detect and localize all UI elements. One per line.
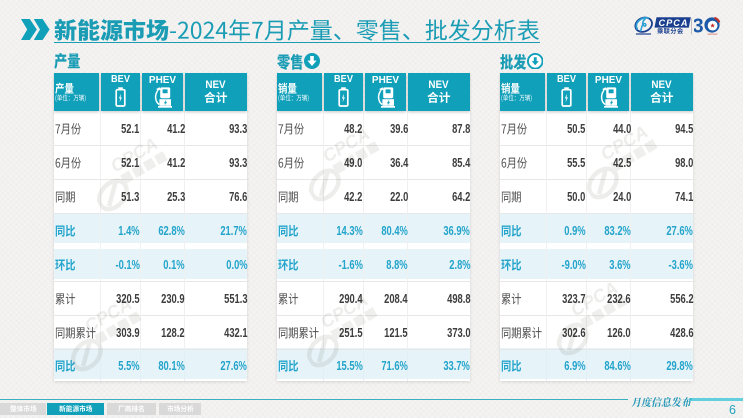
svg-text:3: 3 <box>694 16 704 36</box>
svg-text:CPCA: CPCA <box>659 18 688 28</box>
